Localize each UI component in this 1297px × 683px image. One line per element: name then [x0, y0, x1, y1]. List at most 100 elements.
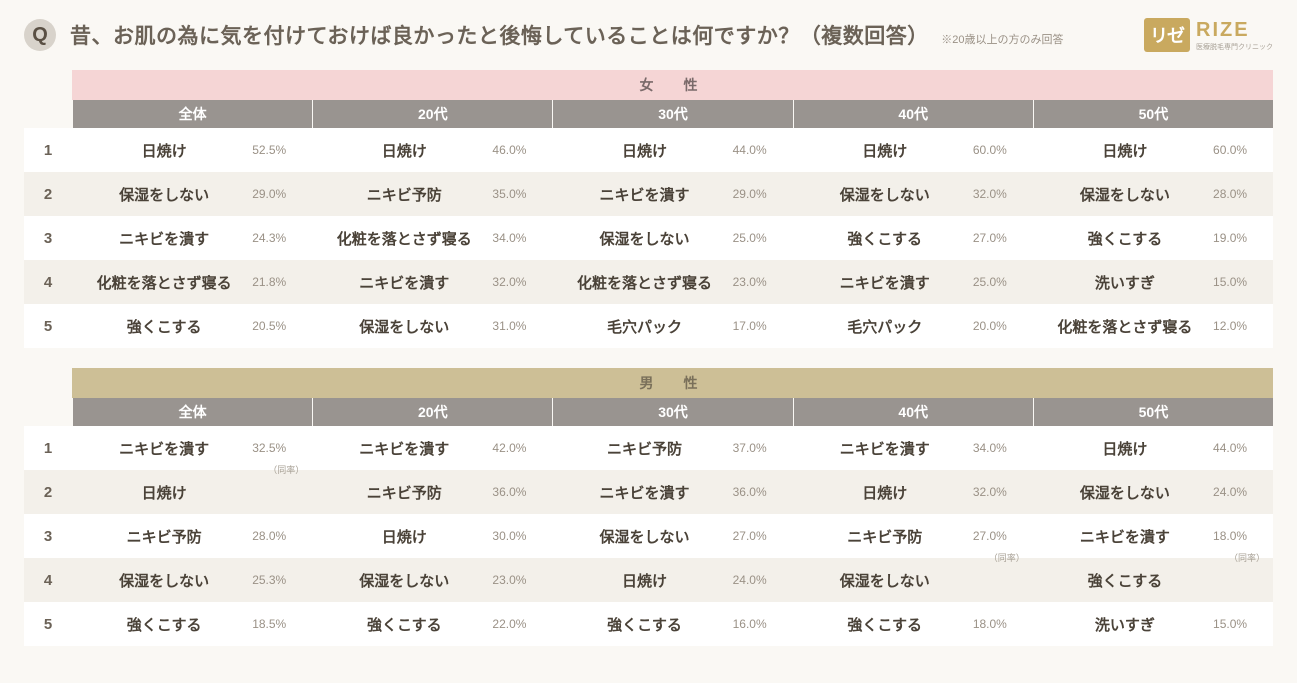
cell-percent: 22.0%	[492, 617, 544, 631]
cell-label: 強くこする	[797, 228, 973, 249]
rank-cell: 1	[24, 128, 72, 172]
data-cell: 保湿をしない32.0%	[793, 172, 1033, 216]
data-cell: 化粧を落とさず寝る12.0%	[1033, 304, 1273, 348]
data-cell: ニキビ予防28.0%	[72, 514, 312, 558]
cell-percent: 35.0%	[492, 187, 544, 201]
cell-label: ニキビを潰す	[76, 438, 252, 459]
cell-label: 強くこする	[797, 614, 973, 635]
cell-percent: 32.0%	[973, 187, 1025, 201]
cell-percent: 44.0%	[1213, 441, 1265, 455]
cell-label: 化粧を落とさず寝る	[316, 228, 492, 249]
data-cell: ニキビを潰す18.0%（同率）	[1033, 514, 1273, 558]
cell-label: 保湿をしない	[797, 570, 973, 591]
cell-label: 化粧を落とさず寝る	[76, 272, 252, 293]
cell-label: 洗いすぎ	[1037, 272, 1213, 293]
data-cell: 強くこする27.0%	[793, 216, 1033, 260]
cell-percent: 36.0%	[733, 485, 785, 499]
data-cell: 毛穴パック17.0%	[552, 304, 792, 348]
cell-percent: 25.0%	[733, 231, 785, 245]
cell-percent: 28.0%	[1213, 187, 1265, 201]
cell-percent: 19.0%	[1213, 231, 1265, 245]
cell-label: 保湿をしない	[556, 228, 732, 249]
cell-percent: 28.0%	[252, 529, 304, 543]
table-row: 2日焼けニキビ予防36.0%ニキビを潰す36.0%日焼け32.0%保湿をしない2…	[24, 470, 1273, 514]
data-cell: 日焼け	[72, 470, 312, 514]
cell-label: 日焼け	[76, 482, 252, 503]
cell-label: 強くこする	[316, 614, 492, 635]
cell-percent: 23.0%	[733, 275, 785, 289]
data-cell: 強くこする22.0%	[312, 602, 552, 646]
data-cell: ニキビを潰す36.0%	[552, 470, 792, 514]
column-header: 50代	[1033, 398, 1273, 426]
cell-label: ニキビを潰す	[797, 438, 973, 459]
data-cell: ニキビを潰す29.0%	[552, 172, 792, 216]
question-text: 昔、お肌の為に気を付けておけば良かったと後悔していることは何ですか？（複数回答）…	[70, 20, 1063, 50]
cell-percent: 15.0%	[1213, 275, 1265, 289]
cell-percent: 18.0%	[1213, 529, 1265, 543]
cell-label: 洗いすぎ	[1037, 614, 1213, 635]
cell-label: 強くこする	[76, 614, 252, 635]
rank-cell: 4	[24, 260, 72, 304]
cell-percent: 37.0%	[733, 441, 785, 455]
rank-cell: 2	[24, 172, 72, 216]
cell-label: ニキビ予防	[76, 526, 252, 547]
cell-label: 保湿をしない	[797, 184, 973, 205]
rank-cell: 3	[24, 216, 72, 260]
cell-percent: 29.0%	[252, 187, 304, 201]
cell-label: ニキビを潰す	[316, 272, 492, 293]
rank-cell: 2	[24, 470, 72, 514]
gender-label: 男 性	[72, 368, 1273, 398]
table-row: 3ニキビを潰す24.3%化粧を落とさず寝る34.0%保湿をしない25.0%強くこ…	[24, 216, 1273, 260]
cell-percent: 44.0%	[733, 143, 785, 157]
data-cell: ニキビを潰す32.5%（同率）	[72, 426, 312, 470]
cell-label: 保湿をしない	[76, 184, 252, 205]
table-row: 3ニキビ予防28.0%日焼け30.0%保湿をしない27.0%ニキビ予防27.0%…	[24, 514, 1273, 558]
column-header: 30代	[552, 398, 792, 426]
cell-percent: 21.8%	[252, 275, 304, 289]
rank-cell: 1	[24, 426, 72, 470]
cell-percent: 29.0%	[733, 187, 785, 201]
data-cell: 化粧を落とさず寝る21.8%	[72, 260, 312, 304]
cell-percent: 27.0%	[973, 529, 1025, 543]
data-cell: 保湿をしない25.3%	[72, 558, 312, 602]
cell-label: 日焼け	[556, 570, 732, 591]
data-cell: 保湿をしない27.0%	[552, 514, 792, 558]
cell-label: 日焼け	[316, 526, 492, 547]
cell-percent: 24.3%	[252, 231, 304, 245]
cell-label: ニキビを潰す	[1037, 526, 1213, 547]
cell-percent: 52.5%	[252, 143, 304, 157]
q-badge: Q	[24, 19, 56, 51]
data-cell: 保湿をしない29.0%	[72, 172, 312, 216]
cell-percent: 24.0%	[1213, 485, 1265, 499]
cell-label: 保湿をしない	[1037, 184, 1213, 205]
column-header: 全体	[72, 398, 312, 426]
cell-percent: 42.0%	[492, 441, 544, 455]
cell-label: ニキビを潰す	[556, 482, 732, 503]
data-cell: ニキビを潰す34.0%	[793, 426, 1033, 470]
ranking-table: 女 性全体20代30代40代50代1日焼け52.5%日焼け46.0%日焼け44.…	[24, 70, 1273, 348]
ranking-table: 男 性全体20代30代40代50代1ニキビを潰す32.5%（同率）ニキビを潰す4…	[24, 368, 1273, 646]
cell-percent: 27.0%	[973, 231, 1025, 245]
cell-percent: 31.0%	[492, 319, 544, 333]
cell-label: 日焼け	[76, 140, 252, 161]
column-header: 40代	[793, 100, 1033, 128]
cell-percent: 23.0%	[492, 573, 544, 587]
question: 昔、お肌の為に気を付けておけば良かったと後悔していることは何ですか？（複数回答）	[70, 25, 929, 48]
cell-label: ニキビ予防	[316, 184, 492, 205]
data-cell: 強くこする	[1033, 558, 1273, 602]
data-cell: 日焼け60.0%	[793, 128, 1033, 172]
cell-label: ニキビ予防	[316, 482, 492, 503]
cell-label: 化粧を落とさず寝る	[1037, 316, 1213, 337]
column-header: 50代	[1033, 100, 1273, 128]
column-header: 20代	[312, 398, 552, 426]
table-row: 5強くこする18.5%強くこする22.0%強くこする16.0%強くこする18.0…	[24, 602, 1273, 646]
cell-percent: 16.0%	[733, 617, 785, 631]
cell-percent: 12.0%	[1213, 319, 1265, 333]
rank-cell: 4	[24, 558, 72, 602]
cell-label: 強くこする	[76, 316, 252, 337]
data-cell: 保湿をしない24.0%	[1033, 470, 1273, 514]
rank-cell: 5	[24, 602, 72, 646]
cell-label: 強くこする	[556, 614, 732, 635]
data-cell: ニキビを潰す32.0%	[312, 260, 552, 304]
data-cell: 日焼け24.0%	[552, 558, 792, 602]
